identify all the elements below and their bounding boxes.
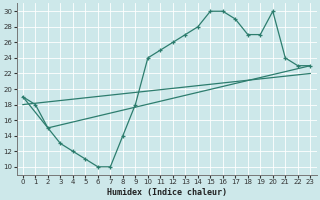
X-axis label: Humidex (Indice chaleur): Humidex (Indice chaleur) [107, 188, 227, 197]
